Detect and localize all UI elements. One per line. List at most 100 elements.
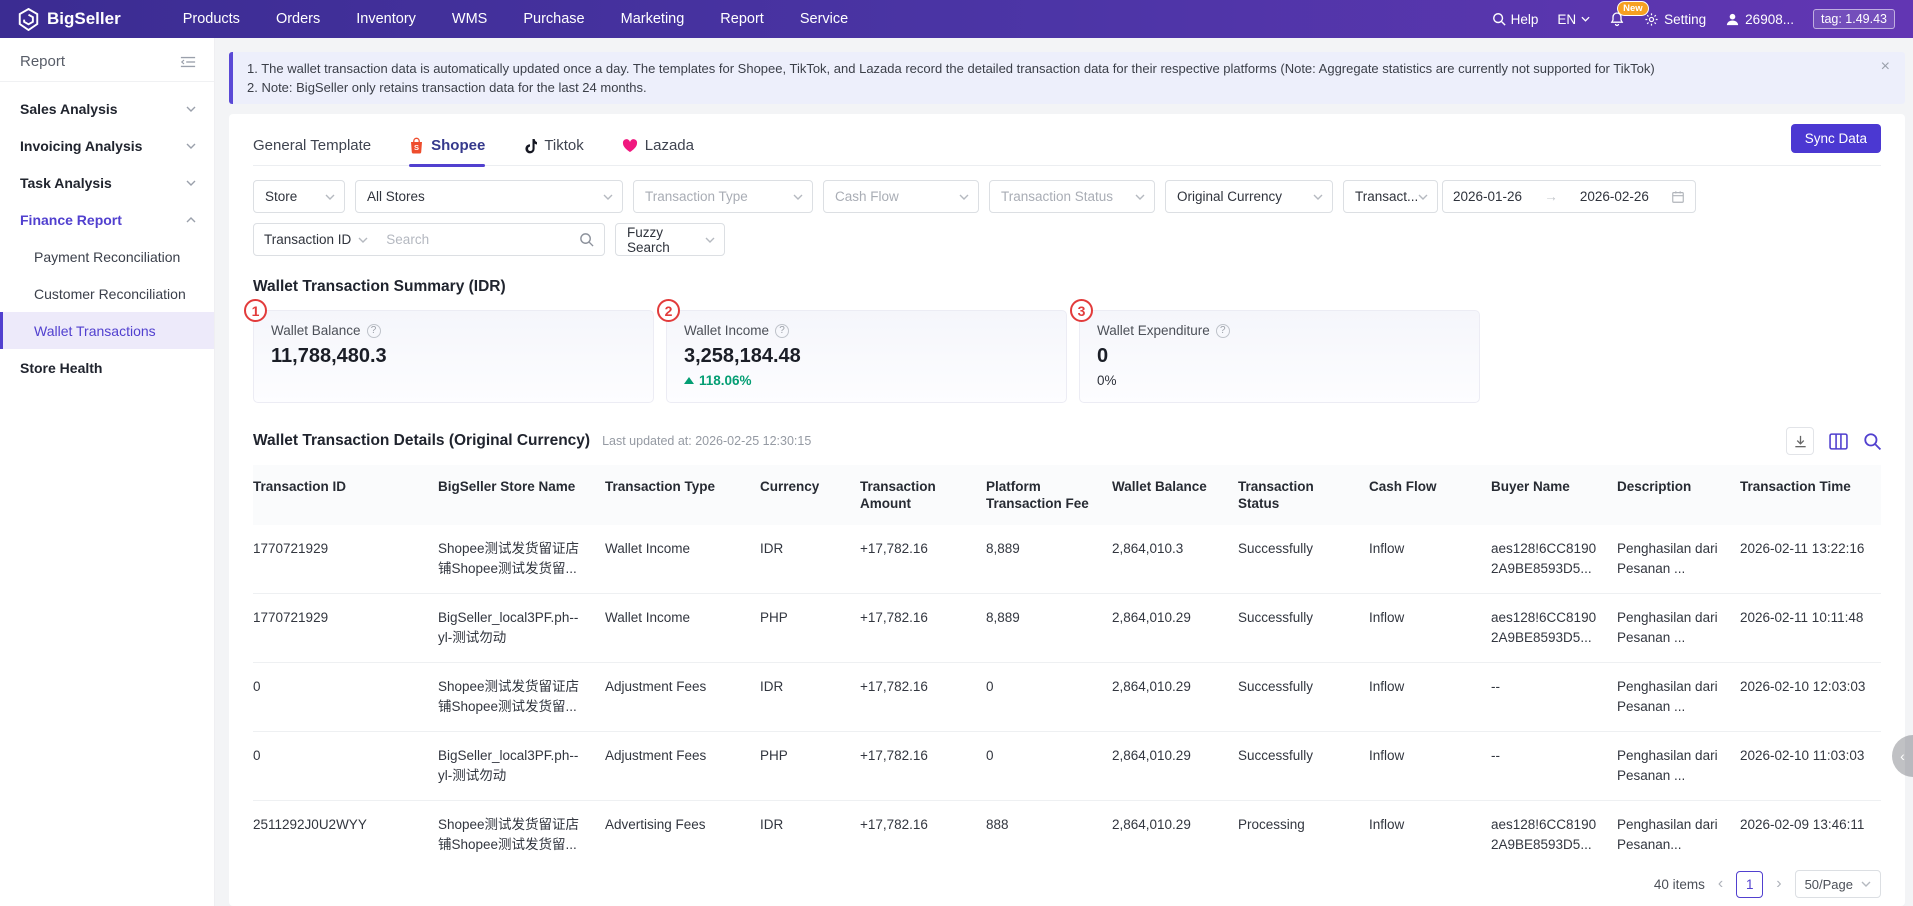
cell-transaction-status: Successfully [1238,525,1369,593]
download-icon [1793,434,1808,449]
help-label: Help [1511,12,1539,27]
sidebar-item-invoicing-analysis[interactable]: Invoicing Analysis [0,127,214,164]
close-icon[interactable]: × [1881,59,1890,75]
sidebar-item-payment-reconciliation[interactable]: Payment Reconciliation [0,238,214,275]
sidebar-item-finance-report[interactable]: Finance Report [0,201,214,238]
page-number-button[interactable]: 1 [1736,871,1763,898]
cell-cash-flow: Inflow [1369,801,1491,862]
sidebar-item-sales-analysis[interactable]: Sales Analysis [0,90,214,127]
nav-item-report[interactable]: Report [720,11,764,27]
cell-transaction-id: 1770721929 [253,525,438,593]
summary-card-wallet-balance: 1Wallet Balance?11,788,480.3 [253,310,654,403]
summary-card-wallet-expenditure: 3Wallet Expenditure?00% [1079,310,1480,403]
help-icon[interactable]: ? [367,324,381,338]
sync-data-button[interactable]: Sync Data [1791,124,1881,153]
sidebar-item-customer-reconciliation[interactable]: Customer Reconciliation [0,275,214,312]
tab-general-template[interactable]: General Template [253,126,371,166]
nav-item-purchase[interactable]: Purchase [523,11,584,27]
date-start-value[interactable]: 2026-01-26 [1453,189,1522,204]
settings-button[interactable]: Setting [1644,12,1706,27]
annotation-badge-2: 2 [657,299,680,322]
date-end-value[interactable]: 2026-02-26 [1580,189,1649,204]
nav-item-service[interactable]: Service [800,11,848,27]
help-icon[interactable]: ? [1216,324,1230,338]
filter-select-store[interactable]: Store [253,180,345,213]
cell-description: Penghasilan dari Pesanan ... [1617,732,1740,800]
user-account-button[interactable]: 26908... [1725,12,1794,27]
download-button[interactable] [1786,427,1814,455]
columns-settings-icon[interactable] [1829,433,1848,450]
tab-label: Tiktok [544,137,583,154]
chevron-down-icon [1418,194,1428,200]
filter-select-cash-flow[interactable]: Cash Flow [823,180,979,213]
language-selector[interactable]: EN [1557,12,1590,27]
chevron-down-icon [603,194,613,200]
cell-transaction-time: 2026-02-10 12:03:03 [1740,663,1881,731]
bigseller-logo[interactable]: BigSeller [18,8,121,31]
nav-item-wms[interactable]: WMS [452,11,487,27]
prev-page-button[interactable]: ‹ [1715,875,1726,893]
sidebar-collapse-icon[interactable] [180,55,196,69]
nav-item-marketing[interactable]: Marketing [621,11,685,27]
sidebar-item-task-analysis[interactable]: Task Analysis [0,164,214,201]
sidebar-item-label: Payment Reconciliation [34,249,180,265]
search-category-select[interactable]: Transaction ID [254,224,378,255]
card-delta: 118.06% [684,373,1049,388]
date-range-picker[interactable]: 2026-01-26 → 2026-02-26 [1442,180,1696,213]
page-size-select[interactable]: 50/Page [1795,870,1881,898]
filter-select-label: Transact... [1355,189,1418,204]
chevron-down-icon [1581,16,1590,22]
table-search-icon[interactable] [1863,432,1881,450]
filter-select-transaction-type[interactable]: Transaction Type [633,180,813,213]
topnav-right: Help EN New Setting 26908... tag: 1.49.4… [1492,9,1895,29]
cell-currency: IDR [760,801,860,862]
details-header: Wallet Transaction Details (Original Cur… [253,427,1881,455]
sidebar-item-wallet-transactions[interactable]: Wallet Transactions [0,312,214,349]
tab-lazada[interactable]: Lazada [622,126,694,166]
card-label-text: Wallet Expenditure [1097,323,1210,338]
filter-row-2: Transaction ID Fuzzy Search [253,223,1881,256]
search-icon [1492,12,1506,26]
card-delta-value: 0% [1097,373,1117,388]
search-icon[interactable] [579,232,594,247]
brand-name: BigSeller [47,9,121,29]
range-arrow-icon: → [1544,189,1558,204]
fuzzy-search-select[interactable]: Fuzzy Search [615,223,725,256]
platform-tabs: General Template SShopee Tiktok Lazada [253,126,1881,166]
sidebar-item-store-health[interactable]: Store Health [0,349,214,386]
cell-currency: IDR [760,663,860,731]
arrow-up-icon [684,377,694,384]
filter-select-all-stores[interactable]: All Stores [355,180,623,213]
notice-line-2: 2. Note: BigSeller only retains transact… [247,78,1861,97]
sidebar-item-label: Finance Report [20,212,122,228]
card-label-row: Wallet Expenditure? [1097,323,1462,338]
filter-select-transact[interactable]: Transact... [1343,180,1438,213]
bigseller-logo-icon [18,8,39,31]
next-page-button[interactable]: › [1773,875,1784,893]
help-button[interactable]: Help [1492,12,1539,27]
cell-cash-flow: Inflow [1369,663,1491,731]
card-delta: 0% [1097,373,1462,388]
nav-item-inventory[interactable]: Inventory [356,11,416,27]
sidebar-item-label: Task Analysis [20,175,112,191]
cell-transaction-id: 0 [253,732,438,800]
cell-bigseller-store-name: Shopee测试发货留证店铺Shopee测试发货留... [438,525,605,593]
language-label: EN [1557,12,1576,27]
tiktok-icon [523,138,537,154]
help-icon[interactable]: ? [775,324,789,338]
nav-item-products[interactable]: Products [183,11,240,27]
tab-shopee[interactable]: SShopee [409,126,485,166]
notifications-button[interactable]: New [1609,11,1625,27]
search-input[interactable] [378,224,579,255]
sidebar-item-label: Customer Reconciliation [34,286,186,302]
search-group: Transaction ID [253,223,605,256]
tab-tiktok[interactable]: Tiktok [523,126,583,166]
column-header-transaction-type: Transaction Type [605,465,760,525]
column-header-transaction-id: Transaction ID [253,465,438,525]
nav-item-orders[interactable]: Orders [276,11,320,27]
chevron-down-icon [186,106,196,112]
filter-select-transaction-status[interactable]: Transaction Status [989,180,1155,213]
cell-buyer-name: aes128!6CC81902A9BE8593D5... [1491,594,1617,662]
pagination: 40 items ‹ 1 › 50/Page [253,862,1881,906]
filter-select-original-currency[interactable]: Original Currency [1165,180,1333,213]
